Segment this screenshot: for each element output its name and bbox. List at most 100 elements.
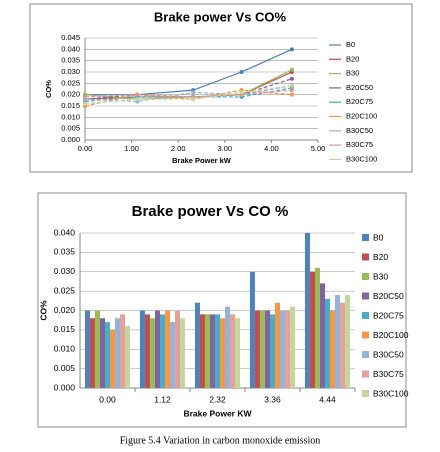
caption: Figure 5.4 Variation in carbon monoxide … xyxy=(120,435,321,446)
data-point xyxy=(83,94,87,99)
bar xyxy=(290,306,296,388)
bar xyxy=(319,283,325,388)
bar xyxy=(204,314,210,388)
bar xyxy=(309,271,315,388)
chart-frame xyxy=(29,3,413,173)
bar xyxy=(110,329,116,388)
y-tick-label: 0.035 xyxy=(54,247,76,257)
data-point xyxy=(289,67,294,72)
bar xyxy=(214,314,221,388)
y-tick-label: 0.020 xyxy=(54,305,76,315)
bar xyxy=(149,318,155,388)
bar xyxy=(269,314,276,388)
legend-label: B20C75 xyxy=(346,97,373,106)
y-tick-label: 0.010 xyxy=(54,344,76,354)
y-tick-label: 0.040 xyxy=(61,44,80,53)
bar xyxy=(275,302,281,388)
bar xyxy=(180,318,186,388)
legend-swatch xyxy=(362,312,369,319)
y-tick-label: 0.040 xyxy=(54,227,76,237)
legend-label: B30 xyxy=(346,69,359,78)
x-tick-label: 2.32 xyxy=(209,394,226,404)
chart-frame xyxy=(37,192,407,428)
data-point xyxy=(289,92,294,97)
legend-swatch xyxy=(362,331,369,339)
y-tick-label: 0.030 xyxy=(61,67,80,76)
bar xyxy=(104,322,111,388)
chart-title: Brake power Vs CO% xyxy=(154,9,287,24)
y-tick-label: 0.020 xyxy=(61,90,80,99)
bar xyxy=(230,314,236,388)
legend-label: B0 xyxy=(346,40,355,49)
bar xyxy=(154,310,160,388)
data-point xyxy=(135,97,140,102)
bar xyxy=(115,318,121,388)
data-point xyxy=(191,90,196,95)
bar xyxy=(144,314,150,388)
bar xyxy=(165,310,171,388)
bar xyxy=(340,302,346,388)
y-tick-label: 0.005 xyxy=(61,124,80,133)
x-tick-label: 3.36 xyxy=(264,394,281,404)
chart-title: Brake power Vs CO % xyxy=(132,203,289,220)
bar xyxy=(209,314,215,388)
bar xyxy=(159,314,166,388)
bar xyxy=(254,310,260,388)
y-tick-label: 0.035 xyxy=(61,56,80,65)
data-point xyxy=(289,88,294,93)
data-point xyxy=(289,47,294,52)
bar xyxy=(280,310,286,388)
y-tick-label: 0.005 xyxy=(54,363,76,373)
y-tick-label: 0.010 xyxy=(61,112,80,121)
legend-label: B30 xyxy=(373,271,388,281)
legend-label: B20C100 xyxy=(346,111,377,120)
legend-label: B30C50 xyxy=(346,126,373,135)
bar xyxy=(170,322,176,388)
x-tick-label: 3.00 xyxy=(217,144,232,153)
legend-label: B30C100 xyxy=(373,388,409,398)
legend-swatch xyxy=(362,351,369,358)
x-tick-label: 4.00 xyxy=(264,144,279,153)
bar xyxy=(225,306,231,388)
legend-swatch xyxy=(362,273,369,280)
bar xyxy=(235,318,241,388)
x-tick-label: 1.12 xyxy=(154,394,171,404)
data-point xyxy=(289,76,294,81)
legend-label: B30C50 xyxy=(373,349,404,359)
data-point xyxy=(289,83,294,88)
bar xyxy=(175,310,181,388)
x-axis-label: Brake Power KW xyxy=(183,408,252,418)
legend-label: B20C75 xyxy=(373,310,404,320)
x-tick-label: 0.00 xyxy=(99,394,116,404)
bar xyxy=(330,310,336,388)
bar xyxy=(304,233,310,388)
y-tick-label: 0.025 xyxy=(54,285,76,295)
y-tick-label: 0.045 xyxy=(61,33,80,42)
y-axis-label: CO% xyxy=(38,300,48,321)
y-tick-label: 0.000 xyxy=(61,135,80,144)
y-tick-label: 0.025 xyxy=(61,78,80,87)
x-tick-label: 0.00 xyxy=(78,144,93,153)
bar xyxy=(199,314,205,388)
bar xyxy=(94,310,100,388)
legend-label: B20 xyxy=(373,252,388,262)
bar xyxy=(259,310,265,388)
legend-swatch xyxy=(362,292,369,300)
legend-swatch xyxy=(362,370,369,378)
bar xyxy=(345,295,351,388)
data-point xyxy=(191,97,196,102)
bar xyxy=(99,318,105,388)
bar xyxy=(89,318,95,388)
legend-label: B30C100 xyxy=(346,154,377,163)
bar xyxy=(285,310,291,388)
legend-swatch xyxy=(362,253,369,261)
data-point xyxy=(239,70,244,74)
data-point xyxy=(239,90,244,95)
data-point xyxy=(135,92,140,97)
y-axis-label: CO% xyxy=(44,80,53,98)
y-tick-label: 0.015 xyxy=(54,324,76,334)
x-tick-label: 2.00 xyxy=(171,144,186,153)
bar xyxy=(125,326,131,388)
y-tick-label: 0.015 xyxy=(61,101,80,110)
